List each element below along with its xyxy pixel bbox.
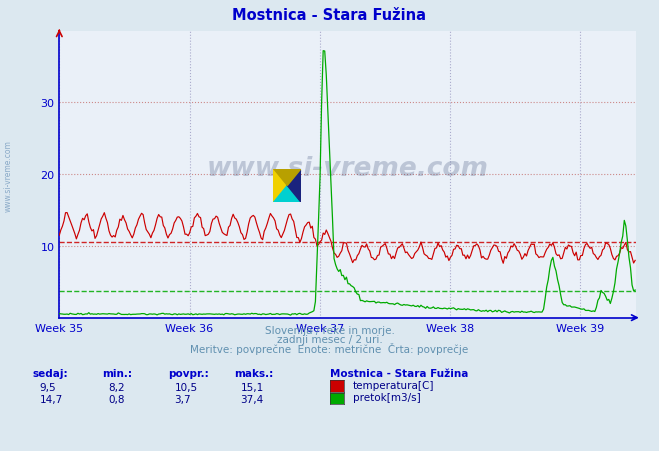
Text: 9,5: 9,5 <box>40 382 56 392</box>
Polygon shape <box>273 186 301 203</box>
Text: 15,1: 15,1 <box>241 382 264 392</box>
Text: povpr.:: povpr.: <box>168 368 209 378</box>
Text: 8,2: 8,2 <box>109 382 125 392</box>
Text: maks.:: maks.: <box>234 368 273 378</box>
Polygon shape <box>287 169 301 203</box>
Text: zadnji mesec / 2 uri.: zadnji mesec / 2 uri. <box>277 334 382 344</box>
Text: pretok[m3/s]: pretok[m3/s] <box>353 392 420 402</box>
Polygon shape <box>273 169 287 203</box>
Text: 14,7: 14,7 <box>40 394 63 404</box>
Text: Meritve: povprečne  Enote: metrične  Črta: povprečje: Meritve: povprečne Enote: metrične Črta:… <box>190 342 469 354</box>
Polygon shape <box>273 169 301 186</box>
Text: www.si-vreme.com: www.si-vreme.com <box>207 156 488 182</box>
Text: Mostnica - Stara Fužina: Mostnica - Stara Fužina <box>233 8 426 23</box>
Text: www.si-vreme.com: www.si-vreme.com <box>4 140 13 212</box>
Text: Slovenija / reke in morje.: Slovenija / reke in morje. <box>264 325 395 335</box>
Text: Mostnica - Stara Fužina: Mostnica - Stara Fužina <box>330 368 468 378</box>
Text: temperatura[C]: temperatura[C] <box>353 380 434 390</box>
Text: 3,7: 3,7 <box>175 394 191 404</box>
Text: 10,5: 10,5 <box>175 382 198 392</box>
Text: 0,8: 0,8 <box>109 394 125 404</box>
Text: min.:: min.: <box>102 368 132 378</box>
Text: sedaj:: sedaj: <box>33 368 69 378</box>
Text: 37,4: 37,4 <box>241 394 264 404</box>
